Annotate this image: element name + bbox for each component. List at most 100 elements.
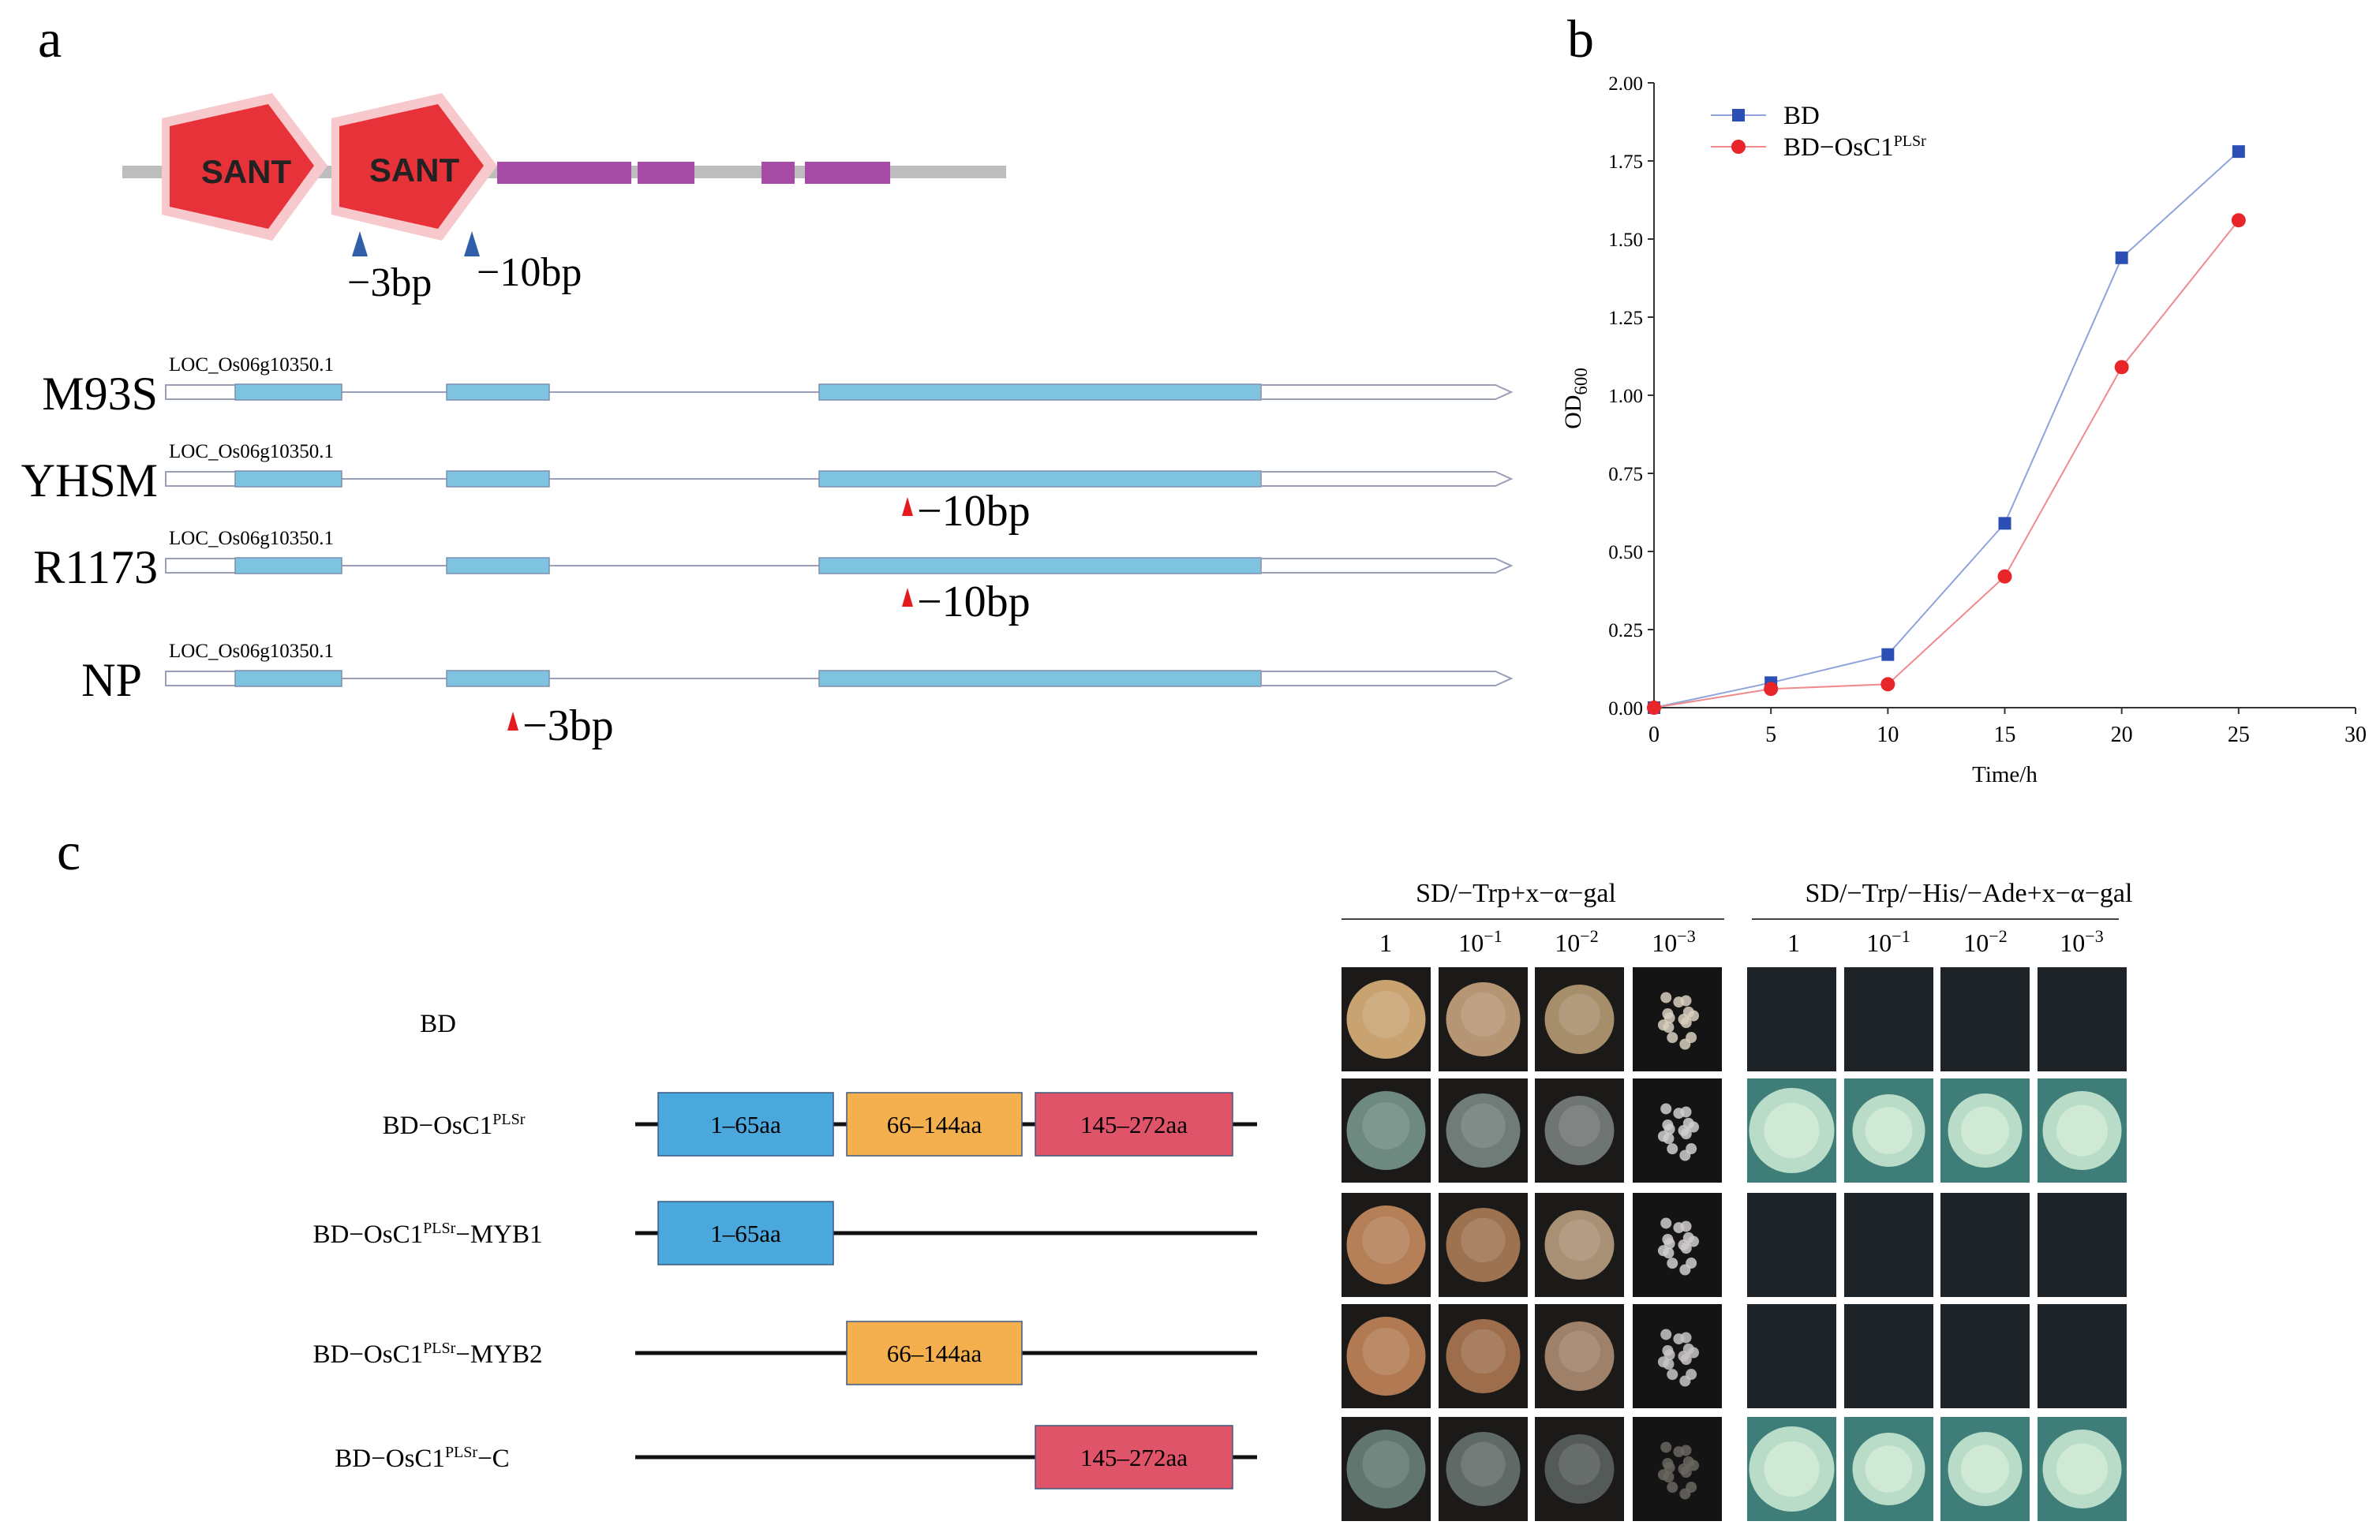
yeast-colony [1446,982,1521,1056]
yeast-colony [1679,1149,1691,1161]
yeast-colony [1544,985,1615,1054]
x-tick-label: 5 [1765,723,1776,747]
legend-label: BD [1783,102,1820,130]
yeast-colony-highlight [1559,1330,1600,1373]
exon-2 [446,383,550,401]
yeast-colony [1680,1467,1692,1478]
exon-1 [234,557,342,574]
deletion-label-right: −10bp [477,250,582,295]
yeast-colony-highlight [1865,1445,1913,1493]
construct-label-main: BD−OsC1 [312,1220,423,1249]
dilution-label: 1 [1787,929,1800,957]
construct-label: BD−OsC1PLSr [383,1111,526,1140]
plate-cell [2038,1193,2127,1297]
fragment-label: 66–144aa [887,1111,982,1138]
yeast-colony [1660,992,1672,1004]
yeast-colony [1346,980,1426,1059]
gene-track: R1173 LOC_Os06g10350.1 −10bp [33,528,1514,626]
dilution-exponent: −3 [2085,926,2103,946]
dilution-label: 10−3 [2060,926,2103,957]
dilution-label: 1 [1379,929,1392,957]
construct-label-sup: PLSr [492,1111,525,1128]
exon-3 [818,383,1262,401]
yeast-colony-highlight [1461,992,1506,1037]
plate-cell [1747,1193,1836,1297]
yeast-colony [1662,1344,1674,1356]
exon-2 [446,470,550,488]
exon-1 [234,670,342,687]
yeast-colony [1667,1258,1678,1269]
exon-2 [446,670,550,687]
x-axis-label: Time/h [1972,762,2038,787]
medium1-header: SD/−Trp+x−α−gal [1416,879,1616,908]
dilution-base: 10 [1458,929,1484,957]
y-tick-label: 0.00 [1608,698,1643,720]
yeast-colony [1680,1332,1692,1344]
legend-label-main: BD [1783,102,1820,130]
fragment-box-f2 [846,1321,1023,1385]
data-point-bd-osc1 [1764,682,1779,697]
utr-3-arrow-icon [1260,471,1514,487]
utr-5 [165,671,238,686]
dilution-exponent: −2 [1580,926,1598,946]
utr-5 [165,558,238,574]
plate-cell [1633,967,1722,1071]
construct-label: BD−OsC1PLSr−C [335,1444,509,1473]
growth-chart: 0.00 0.25 0.50 0.75 1.00 1.25 1.50 1.75 2.00 0 5 10… [1560,73,2367,787]
y-tick-label: 0.25 [1608,620,1643,641]
motif-bar [762,162,795,184]
yeast-colony [1660,1217,1672,1229]
yeast-colony-highlight [1461,1329,1506,1374]
dilution-exponent: −1 [1892,926,1910,946]
panel-a: a SANT SANT −3bp −10bp M93S LOC_Os06g1035… [21,9,1514,750]
utr-3-arrow-icon [1260,558,1514,574]
yeast-colony [1657,1469,1669,1481]
yeast-colony-highlight [1559,1105,1600,1147]
deletion-marker-icon [352,231,368,256]
legend-label-sup: PLSr [1894,133,1926,150]
dilution-labels: 1 10−1 10−2 10−3 1 10−1 10−2 10−3 [1379,926,2104,957]
dilution-base: 1 [1787,929,1800,957]
track-name: NP [81,654,142,706]
yeast-colony [1688,1460,1700,1471]
plate-cell [1633,1193,1722,1297]
dilution-label: 10−2 [1963,926,2007,957]
panel-b-letter: b [1567,9,1594,69]
yeast-colony-highlight [1461,1217,1506,1263]
dilution-base: 1 [1379,929,1392,957]
construct-row: BD−OsC1PLSr−MYB1 1–65aa [312,1201,1257,1265]
yeast-colony [1660,1103,1672,1115]
yeast-colony [1680,995,1692,1007]
mutation-marker-icon [902,497,913,516]
yeast-colony [1346,1205,1426,1284]
plate-cell [1940,967,2030,1071]
construct-row: BD−OsC1PLSr 1–65aa 66–144aa 145–272aa [383,1092,1257,1157]
gene-track: M93S LOC_Os06g10350.1 [42,354,1514,420]
yeast-colony [1660,1441,1672,1453]
motif-bar [497,162,631,184]
exon-1 [234,383,342,401]
yeast-colony [1446,1208,1521,1282]
y-tick-label: 2.00 [1608,73,1643,95]
x-tick-label: 0 [1648,723,1660,747]
yeast-colony [1446,1432,1521,1506]
plate-cell [1844,1304,1933,1408]
yeast-colony [1688,1235,1700,1247]
dilution-label: 10−1 [1458,926,1502,957]
gene-track: NP LOC_Os06g10350.1 −3bp [81,641,1514,750]
dilution-base: 10 [2060,929,2085,957]
yeast-colony-highlight [2056,1105,2108,1157]
legend-marker-bd-osc1 [1731,140,1746,154]
construct-row: BD [420,1010,456,1038]
dilution-label: 10−2 [1555,926,1598,957]
track-name: R1173 [33,541,158,593]
plate-cell [1633,1304,1722,1408]
yeast-colony [1346,1430,1426,1508]
yeast-colony [1667,1369,1678,1381]
yeast-colony [1667,1482,1678,1493]
fragment-box-f1 [657,1092,834,1157]
mutation-marker-icon [902,588,913,607]
yeast-colony [1346,1091,1426,1170]
fragment-box-f3 [1035,1425,1233,1490]
